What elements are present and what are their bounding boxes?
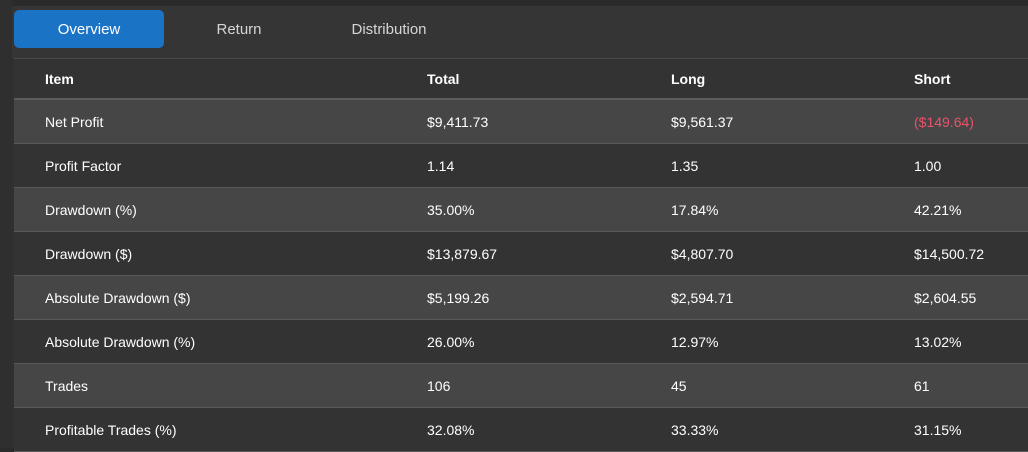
column-header-item[interactable]: Item bbox=[45, 70, 74, 87]
row-long-value: 33.33% bbox=[671, 421, 719, 438]
row-short-value: 42.21% bbox=[914, 201, 962, 218]
row-short-value: 13.02% bbox=[914, 333, 962, 350]
table-row[interactable]: Drawdown ($) $13,879.67 $4,807.70 $14,50… bbox=[14, 232, 1028, 276]
row-long-value: 45 bbox=[671, 377, 687, 394]
column-header-short[interactable]: Short bbox=[914, 70, 951, 87]
row-long-value: 1.35 bbox=[671, 157, 699, 174]
column-header-total[interactable]: Total bbox=[427, 70, 460, 87]
tab-return[interactable]: Return bbox=[216, 20, 262, 38]
table-row[interactable]: Net Profit $9,411.73 $9,561.37 ($149.64) bbox=[14, 100, 1028, 144]
left-border bbox=[0, 0, 12, 448]
tab-overview[interactable]: Overview bbox=[14, 10, 164, 48]
row-total-value: 1.14 bbox=[427, 157, 455, 174]
row-total-value: $5,199.26 bbox=[427, 289, 490, 306]
table-row[interactable]: Trades 106 45 61 bbox=[14, 364, 1028, 408]
table-row[interactable]: Profitable Trades (%) 32.08% 33.33% 31.1… bbox=[14, 408, 1028, 452]
row-long-value: $9,561.37 bbox=[671, 113, 734, 130]
row-total-value: 35.00% bbox=[427, 201, 475, 218]
row-long-value: $4,807.70 bbox=[671, 245, 734, 262]
row-item-label: Absolute Drawdown (%) bbox=[45, 333, 196, 350]
table-row[interactable]: Absolute Drawdown (%) 26.00% 12.97% 13.0… bbox=[14, 320, 1028, 364]
row-item-label: Absolute Drawdown ($) bbox=[45, 289, 191, 306]
row-short-value: ($149.64) bbox=[914, 113, 974, 130]
row-item-label: Net Profit bbox=[45, 113, 104, 130]
row-total-value: $9,411.73 bbox=[427, 113, 489, 130]
row-item-label: Trades bbox=[45, 377, 89, 394]
row-long-value: $2,594.71 bbox=[671, 289, 734, 306]
row-total-value: $13,879.67 bbox=[427, 245, 498, 262]
row-short-value: $14,500.72 bbox=[914, 245, 985, 262]
row-long-value: 17.84% bbox=[671, 201, 719, 218]
table-row[interactable]: Drawdown (%) 35.00% 17.84% 42.21% bbox=[14, 188, 1028, 232]
row-item-label: Profitable Trades (%) bbox=[45, 421, 177, 438]
table-header-row: Item Total Long Short bbox=[14, 59, 1028, 100]
table-row[interactable]: Absolute Drawdown ($) $5,199.26 $2,594.7… bbox=[14, 276, 1028, 320]
row-short-value: $2,604.55 bbox=[914, 289, 977, 306]
row-total-value: 106 bbox=[427, 377, 451, 394]
table-row[interactable]: Profit Factor 1.14 1.35 1.00 bbox=[14, 144, 1028, 188]
row-total-value: 26.00% bbox=[427, 333, 475, 350]
top-border bbox=[0, 0, 1028, 6]
row-short-value: 31.15% bbox=[914, 421, 962, 438]
row-item-label: Profit Factor bbox=[45, 157, 122, 174]
column-header-long[interactable]: Long bbox=[671, 70, 706, 87]
tab-bar: Overview Return Distribution bbox=[12, 6, 1028, 58]
row-short-value: 1.00 bbox=[914, 157, 942, 174]
tab-distribution[interactable]: Distribution bbox=[351, 20, 427, 38]
row-item-label: Drawdown (%) bbox=[45, 201, 137, 218]
row-short-value: 61 bbox=[914, 377, 930, 394]
row-long-value: 12.97% bbox=[671, 333, 719, 350]
row-total-value: 32.08% bbox=[427, 421, 475, 438]
row-item-label: Drawdown ($) bbox=[45, 245, 133, 262]
overview-table: Item Total Long Short Net Profit $9,411.… bbox=[14, 58, 1028, 452]
